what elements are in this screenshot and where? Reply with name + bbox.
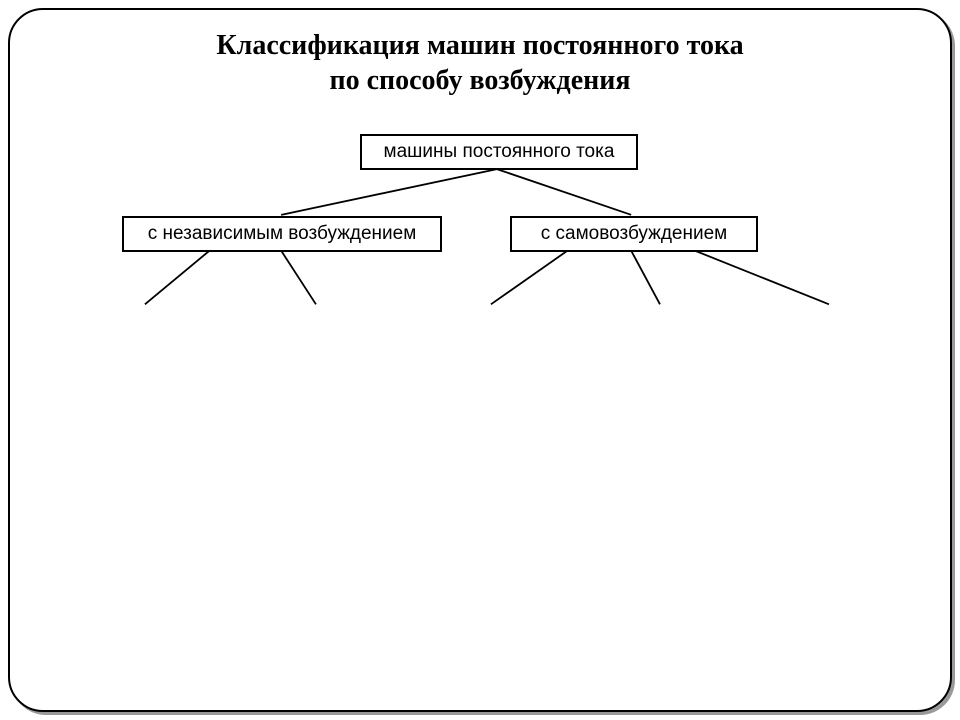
slide-frame: Классификация машин постоянного тока по … bbox=[8, 8, 952, 712]
page-title: Классификация машин постоянного тока по … bbox=[10, 28, 950, 98]
connector-lines bbox=[10, 10, 950, 710]
node-root-label: машины постоянного тока bbox=[384, 141, 615, 163]
node-independent: с независимым возбуждением bbox=[122, 216, 442, 252]
node-self-excited-label: с самовозбуждением bbox=[541, 223, 727, 245]
title-line-1: Классификация машин постоянного тока bbox=[10, 28, 950, 63]
node-self-excited: с самовозбуждением bbox=[510, 216, 758, 252]
node-root: машины постоянного тока bbox=[360, 134, 638, 170]
title-line-2: по способу возбуждения bbox=[10, 63, 950, 98]
node-independent-label: с независимым возбуждением bbox=[148, 223, 417, 245]
